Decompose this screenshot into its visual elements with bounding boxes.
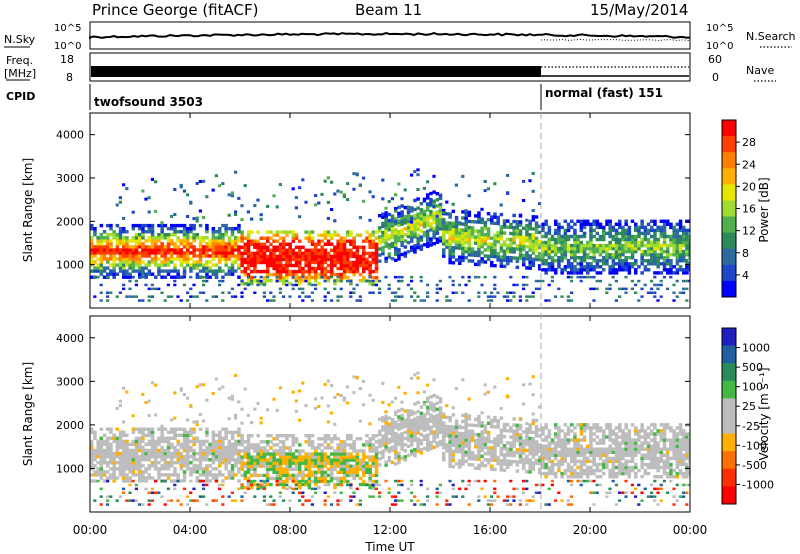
power-colorbar-label: Power [dB] [757,177,771,242]
velocity-axes: 4000 3000 2000 1000 [56,316,691,512]
freq-tick-bottom: 8 [66,71,73,84]
colorbar-segment [722,468,736,487]
colorbar-segment [722,248,736,266]
x-tick-label: 00:00 [73,523,108,537]
colorbar-tick-label: 25 [742,400,756,413]
colorbar-segment [722,264,736,282]
colorbar-tick-label: 8 [742,247,749,260]
colorbar-tick-label: -500 [742,459,767,472]
x-axis-label: Time UT [364,540,415,554]
x-tick-label: 20:00 [573,523,608,537]
y-tick-label: 1000 [56,259,84,272]
y-tick-label: 3000 [56,172,84,185]
colorbar-segment [722,380,736,399]
colorbar-segment [722,152,736,169]
power-heatmap [90,168,690,302]
colorbar-segment [722,232,736,250]
colorbar-segment [722,363,736,382]
beam-title: Beam 11 [355,1,422,19]
y-tick-label: 1000 [56,462,84,475]
velocity-heatmap [90,371,690,506]
x-tick-labels: 00:00 04:00 08:00 12:00 16:00 20:00 00:00 [73,523,708,537]
nsky-label: N.Sky [4,33,36,46]
y-tick-label: 3000 [56,375,84,388]
freq-label-2: [MHz] [4,67,36,80]
colorbar-tick-label: 16 [742,203,756,216]
colorbar-tick-label: 1000 [742,342,770,355]
nsky-right-tick-bottom: 10^0 [706,41,733,52]
velocity-colorbar-label: Velocity [m s⁻¹] [757,367,771,460]
colorbar-segment [722,200,736,218]
freq-band-twofsound [91,66,541,77]
colorbar-tick-label: 28 [742,136,756,149]
colorbar-segment [722,168,736,185]
colorbar-segment [722,280,736,298]
freq-strip-frame [89,52,691,82]
nave-tick-bottom: 0 [712,71,719,84]
colorbar-segment [722,216,736,234]
colorbar-segment [722,184,736,201]
date-title: 15/May/2014 [590,1,688,19]
x-tick-label: 04:00 [173,523,208,537]
colorbar-tick-label: 4 [742,269,749,282]
colorbar-segment [722,120,736,137]
colorbar-segment [722,416,736,435]
nsearch-label: N.Search [746,30,796,43]
colorbar-segment [722,433,736,452]
y-tick-label: 2000 [56,419,84,432]
colorbar-tick-label: -1000 [742,478,774,491]
cpid-label: CPID [6,90,35,103]
y-tick-label: 4000 [56,332,84,345]
colorbar-segment [722,398,736,417]
colorbar-tick-label: 500 [742,361,763,374]
colorbar-tick-label: 12 [742,225,756,238]
cpid-mode-2: normal (fast) 151 [545,86,663,100]
x-tick-label: 16:00 [473,523,508,537]
power-colorbar: 28 24 20 16 12 8 4 [721,119,756,298]
nsky-left-tick-bottom: 10^0 [54,41,81,52]
x-tick-label: 00:00 [673,523,708,537]
colorbar-segment [722,486,736,505]
nave-label: Nave [746,64,774,77]
velocity-colorbar: 1000 500 100 25 -25 -100 -500 -1000 [721,327,774,505]
nave-tick-top: 60 [708,53,722,66]
x-tick-label: 12:00 [373,523,408,537]
colorbar-frame [721,327,737,505]
y-tick-label: 4000 [56,129,84,142]
velocity-ylabel: Slant Range [km] [21,362,35,466]
cpid-mode-1: twofsound 3503 [94,95,203,109]
x-tick-label: 08:00 [273,523,308,537]
colorbar-segment [722,328,736,347]
colorbar-tick-label: -25 [742,420,760,433]
site-title: Prince George (fitACF) [92,1,258,19]
colorbar-segment [722,345,736,364]
nsky-trace [89,31,690,39]
power-axes: 4000 3000 2000 1000 [56,113,691,308]
y-tick-label: 2000 [56,215,84,228]
nsearch-trace [540,38,690,41]
colorbar-tick-label: 100 [742,381,763,394]
colorbar-tick-label: 20 [742,180,756,193]
freq-tick-top: 18 [60,53,74,66]
colorbar-tick-label: 24 [742,158,756,171]
colorbar-segment [722,451,736,470]
nsky-left-tick-top: 10^5 [54,23,81,34]
colorbar-tick-label: -100 [742,439,767,452]
nsky-right-tick-top: 10^5 [706,23,733,34]
freq-label-1: Freq. [6,54,33,67]
power-ylabel: Slant Range [km] [21,158,35,262]
nsky-strip-frame [89,21,691,50]
colorbar-segment [722,136,736,153]
